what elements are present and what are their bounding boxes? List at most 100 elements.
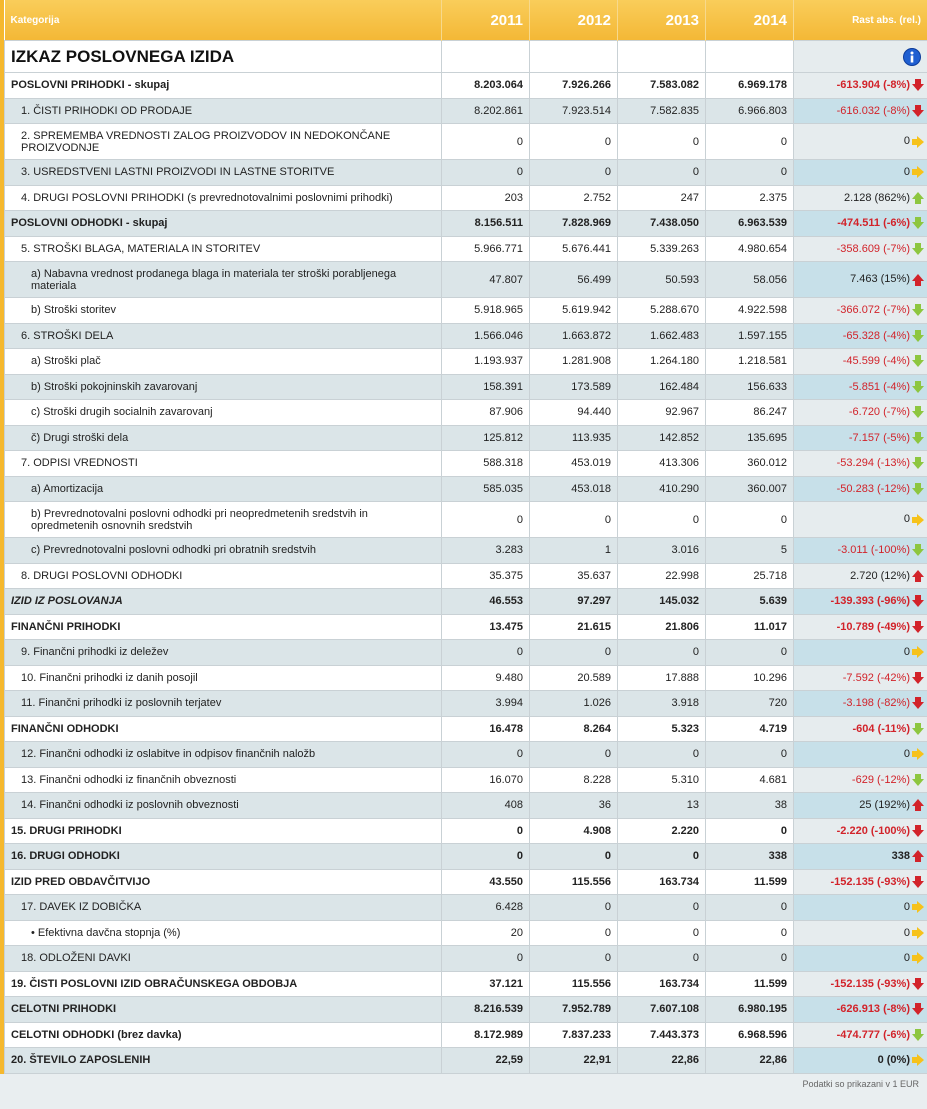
table-row: b) Stroški pokojninskih zavarovanj 158.39… [4,373,927,400]
value-cell: 8.203.064 [441,72,530,99]
row-label: IZID IZ POSLOVANJA [4,588,442,615]
row-label: a) Nabavna vrednost prodanega blaga in m… [4,261,442,298]
row-label: • Efektivna davčna stopnja (%) [4,919,442,946]
change-cell: -7.157 (-5%) [793,424,927,451]
row-label: c) Stroški drugih socialnih zavarovanj [4,399,442,426]
header-row: Kategorija 2011 2012 2013 2014 Rast abs.… [4,0,927,41]
value-cell: 7.837.233 [529,1021,618,1048]
table-row: CELOTNI ODHODKI (brez davka) 8.172.989 7.8… [4,1021,927,1048]
value-cell: 360.012 [705,450,794,477]
change-text: 0 [903,952,910,965]
value-cell: 6.966.803 [705,97,794,124]
trend-arrow [912,166,924,179]
change-cell: -2.220 (-100%) [793,817,927,844]
arrow-shape [912,977,924,990]
change-text: 2.128 (862%) [843,191,910,204]
table-row: b) Stroški storitev 5.918.965 5.619.942 5.2… [4,297,927,324]
value-cell: 156.633 [705,373,794,400]
value-cell: 115.556 [529,868,618,895]
value-cell: 0 [529,843,618,870]
value-cell: 11.017 [705,613,794,640]
arrow-shape [912,773,924,786]
change-text: 2.720 (12%) [850,569,910,582]
change-text: 0 [903,646,910,659]
table-body: IZKAZ POSLOVNEGA IZIDA POSLOVNI PRIHODKI… [4,40,927,1074]
table-row: a) Stroški plač 1.193.937 1.281.908 1.264.1… [4,348,927,375]
trend-arrow [912,926,924,939]
value-cell: 113.935 [529,424,618,451]
row-label: 1. ČISTI PRIHODKI OD PRODAJE [4,97,442,124]
value-cell: 7.828.969 [529,210,618,237]
table-row: 2. SPREMEMBA VREDNOSTI ZALOG PROIZVODOV … [4,123,927,160]
change-text: -7.592 (-42%) [842,671,910,684]
table-row: č) Drugi stroški dela 125.812 113.935 142.8… [4,424,927,451]
value-cell: 13 [617,792,706,819]
value-cell: 720 [705,690,794,717]
arrow-shape [912,242,924,255]
value-cell: 8.216.539 [441,996,530,1023]
value-cell: 5 [705,537,794,564]
trend-arrow [912,773,924,786]
arrow-shape [912,926,924,939]
value-cell: 1.264.180 [617,348,706,375]
value-cell: 2.752 [529,184,618,211]
info-icon[interactable] [903,47,921,66]
value-cell: 338 [705,843,794,870]
value-cell: 7.952.789 [529,996,618,1023]
trend-arrow [912,977,924,990]
change-text: -604 (-11%) [852,722,910,735]
trend-arrow [912,850,924,863]
arrow-shape [912,748,924,761]
value-cell: 3.918 [617,690,706,717]
value-cell: 7.923.514 [529,97,618,124]
change-text: -65.328 (-4%) [842,329,910,342]
table-row: 8. DRUGI POSLOVNI ODHODKI 35.375 35.637 22.… [4,562,927,589]
trend-arrow [912,1028,924,1041]
trend-arrow [912,799,924,812]
value-cell: 0 [529,639,618,666]
change-text: -3.011 (-100%) [837,544,910,557]
trend-arrow [912,722,924,735]
value-cell: 453.018 [529,475,618,502]
value-cell: 1.218.581 [705,348,794,375]
trend-arrow [912,431,924,444]
trend-arrow [912,104,924,117]
value-cell: 413.306 [617,450,706,477]
cell [441,40,530,73]
change-text: -366.072 (-7%) [836,304,910,317]
value-cell: 7.438.050 [617,210,706,237]
value-cell: 5.339.263 [617,235,706,262]
value-cell: 25.718 [705,562,794,589]
row-label: 2. SPREMEMBA VREDNOSTI ZALOG PROIZVODOV … [4,123,442,160]
value-cell: 5.323 [617,715,706,742]
table-row: IZID IZ POSLOVANJA 46.553 97.297 145.032 5.6… [4,588,927,615]
trend-arrow [912,513,924,526]
value-cell: 7.607.108 [617,996,706,1023]
arrow-shape [912,273,924,286]
arrow-shape [912,952,924,965]
value-cell: 21.806 [617,613,706,640]
trend-arrow [912,355,924,368]
value-cell: 1.662.483 [617,322,706,349]
value-cell: 92.967 [617,399,706,426]
value-cell: 86.247 [705,399,794,426]
row-label: a) Stroški plač [4,348,442,375]
trend-arrow [912,671,924,684]
row-label: b) Stroški pokojninskih zavarovanj [4,373,442,400]
header-cell: Rast abs. (rel.) [793,0,927,41]
value-cell: 0 [705,945,794,972]
change-text: 338 [891,850,910,863]
table-row: 20. ŠTEVILO ZAPOSLENIH 22,59 22,91 22,86 22,… [4,1047,927,1074]
row-label: b) Stroški storitev [4,297,442,324]
table-row: 12. Finančni odhodki iz oslabitve in odp… [4,741,927,768]
change-cell: -366.072 (-7%) [793,297,927,324]
value-cell: 0 [529,919,618,946]
value-cell: 588.318 [441,450,530,477]
value-cell: 5.676.441 [529,235,618,262]
table-row: FINANČNI ODHODKI 16.478 8.264 5.323 4.719 -60… [4,715,927,742]
row-label: 4. DRUGI POSLOVNI PRIHODKI (s prevrednot… [4,184,442,211]
arrow-shape [912,166,924,179]
value-cell: 43.550 [441,868,530,895]
value-cell: 4.980.654 [705,235,794,262]
